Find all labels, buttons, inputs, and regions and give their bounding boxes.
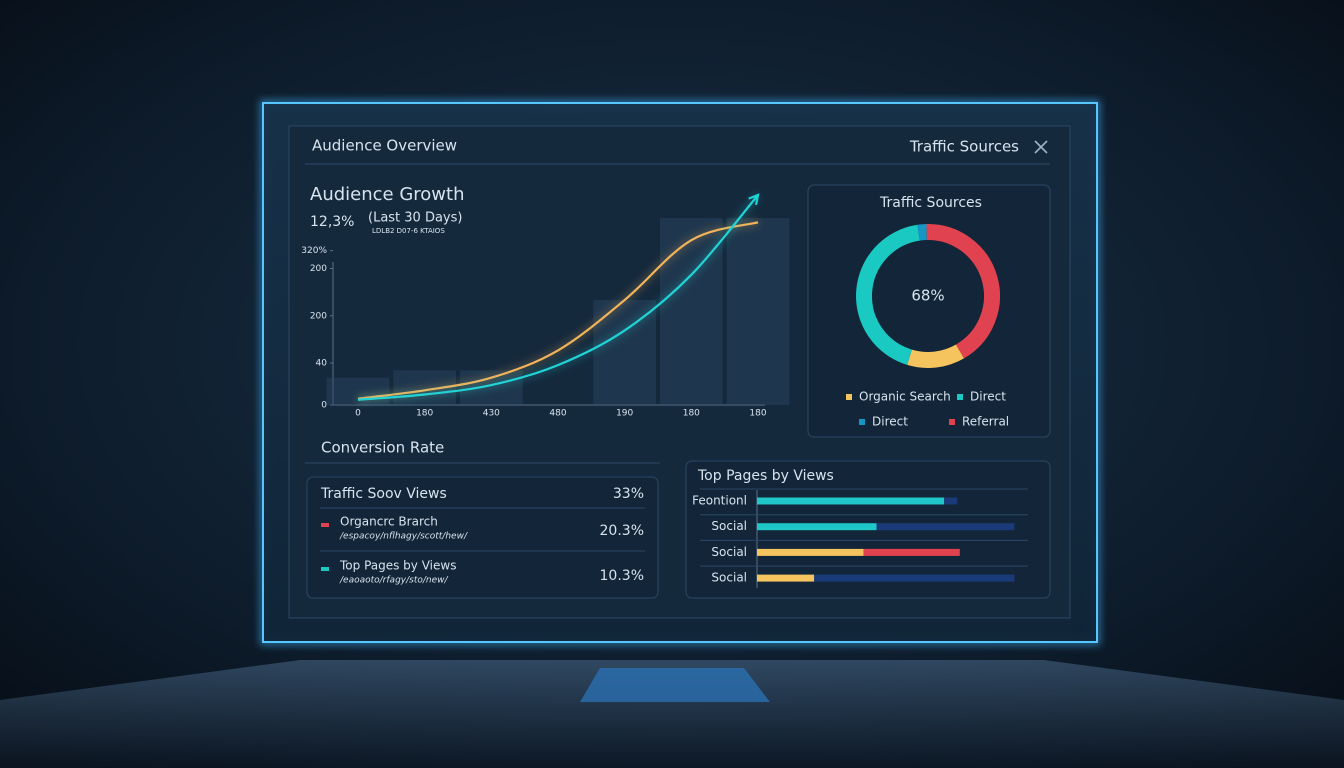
center-label: 68% bbox=[911, 287, 944, 305]
bar bbox=[863, 548, 960, 556]
row-label: Top Pages by Views bbox=[339, 559, 456, 573]
y-tick-label: 200 bbox=[310, 264, 327, 274]
x-tick-label: 480 bbox=[549, 409, 566, 419]
donut-segment bbox=[917, 224, 927, 241]
row-marker bbox=[321, 523, 329, 527]
background-bar bbox=[726, 218, 790, 405]
bar bbox=[944, 497, 958, 505]
line bbox=[357, 221, 759, 400]
row-value: 10.3% bbox=[600, 568, 644, 584]
panel-title: Traffic Sources bbox=[909, 138, 1019, 156]
row-marker bbox=[321, 567, 329, 571]
bar bbox=[757, 523, 877, 531]
row-path: /espacoy/nflhagy/scott/hew/ bbox=[339, 532, 468, 542]
y-tick-label: 200 bbox=[310, 311, 327, 321]
legend-label: Direct bbox=[970, 390, 1006, 404]
close-button[interactable] bbox=[1034, 140, 1048, 154]
row-path: /eaoaoto/rfagy/sto/new/ bbox=[339, 576, 448, 586]
projector bbox=[580, 668, 770, 702]
traffic-card bbox=[807, 184, 1051, 438]
close-icon[interactable] bbox=[1034, 140, 1048, 154]
legend-swatch bbox=[846, 394, 852, 400]
y-tick-label: 0 bbox=[321, 401, 327, 411]
category-label: Feontionl bbox=[692, 494, 747, 508]
x-tick-label: 0 bbox=[355, 409, 361, 419]
x-tick-label: 430 bbox=[483, 409, 500, 419]
x-tick-label: 180 bbox=[749, 409, 766, 419]
category-label: Social bbox=[711, 571, 747, 585]
legend-swatch bbox=[957, 394, 963, 400]
bar bbox=[757, 548, 864, 556]
legend-swatch bbox=[949, 419, 955, 425]
chart-title: Audience Growth bbox=[310, 184, 464, 205]
bar bbox=[757, 497, 945, 505]
line bbox=[357, 194, 759, 401]
row-label: Organcrc Brarch bbox=[340, 515, 438, 529]
legend-label: Organic Search bbox=[859, 390, 951, 404]
chart-title: Traffic Sources bbox=[879, 195, 982, 211]
chart-title: Top Pages by Views bbox=[697, 468, 834, 484]
y-tick-label: 40 bbox=[316, 359, 328, 369]
bar bbox=[876, 523, 1015, 531]
period-label: (Last 30 Days) bbox=[368, 211, 462, 226]
legend-label: Referral bbox=[962, 415, 1009, 429]
donut-segment bbox=[907, 344, 964, 368]
row-value: 20.3% bbox=[600, 523, 644, 539]
x-tick-label: 190 bbox=[616, 409, 633, 419]
category-label: Social bbox=[711, 545, 747, 559]
arrow-head bbox=[748, 193, 760, 206]
legend-swatch bbox=[859, 419, 865, 425]
row-value: 33% bbox=[613, 486, 644, 502]
conversion-card bbox=[306, 476, 659, 599]
chart-note: LDLB2 D07-6 KTAIOS bbox=[372, 227, 445, 235]
bar bbox=[814, 574, 1015, 582]
y-tick-label: 320% bbox=[301, 246, 327, 256]
x-tick-label: 180 bbox=[683, 409, 700, 419]
legend-label: Direct bbox=[872, 415, 908, 429]
conversion-title: Conversion Rate bbox=[321, 439, 444, 457]
x-tick-label: 180 bbox=[416, 409, 433, 419]
category-label: Social bbox=[711, 519, 747, 533]
header-title: Audience Overview bbox=[312, 137, 457, 155]
donut-segment bbox=[856, 224, 921, 365]
table-surface bbox=[0, 660, 1344, 768]
donut-segment bbox=[926, 224, 1000, 359]
row-label: Traffic Soov Views bbox=[320, 486, 447, 502]
growth-value: 12,3% bbox=[310, 214, 354, 230]
bar bbox=[757, 574, 815, 582]
